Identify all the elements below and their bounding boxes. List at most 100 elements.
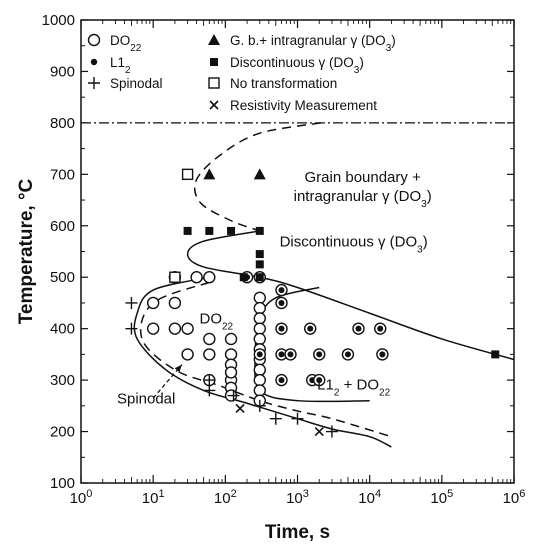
filled-square-point bbox=[239, 273, 248, 282]
circled-dot-point-dot bbox=[379, 351, 386, 358]
x-tick-label: 103 bbox=[286, 488, 309, 507]
legend-marker bbox=[88, 77, 100, 89]
x-tick-label: 101 bbox=[142, 488, 165, 507]
legend-marker bbox=[208, 34, 220, 45]
circled-dot-point bbox=[304, 322, 317, 335]
circled-dot-point-dot bbox=[278, 377, 285, 384]
region-label: DO22 bbox=[200, 311, 234, 333]
circled-dot-point bbox=[284, 348, 297, 361]
cross-point bbox=[235, 403, 245, 413]
open-circle-point bbox=[203, 348, 216, 361]
x-axis-title: Time, s bbox=[265, 522, 330, 543]
circled-dot-point bbox=[275, 322, 288, 335]
circled-dot-point bbox=[313, 373, 326, 387]
plus-point bbox=[325, 425, 338, 438]
plus-point bbox=[125, 296, 138, 309]
circled-dot-point-dot bbox=[344, 351, 351, 358]
legend-label: Spinodal bbox=[110, 76, 163, 91]
open-circle-point bbox=[253, 312, 266, 325]
region-label: Spinodal bbox=[117, 390, 175, 407]
circled-dot-point-dot bbox=[287, 351, 294, 358]
y-tick-label: 600 bbox=[50, 218, 75, 235]
filled-triangle-point bbox=[253, 168, 266, 180]
filled-square-point bbox=[255, 226, 264, 235]
circled-dot-point-dot bbox=[307, 325, 314, 332]
open-circle-point bbox=[146, 296, 160, 310]
y-tick-label: 900 bbox=[50, 63, 75, 80]
region-label: Discontinuous γ (DO3) bbox=[280, 233, 428, 255]
open-circle-point bbox=[253, 373, 266, 387]
plus-point bbox=[203, 374, 216, 387]
circled-dot-point-dot bbox=[278, 325, 285, 332]
y-tick-label: 700 bbox=[50, 166, 75, 183]
filled-square-point bbox=[255, 250, 264, 259]
open-circle-point bbox=[253, 363, 266, 377]
legend-marker bbox=[210, 58, 218, 66]
plus-point bbox=[227, 389, 240, 402]
open-circle-point bbox=[253, 301, 266, 315]
open-circle-point bbox=[168, 322, 182, 335]
open-circle-point bbox=[146, 322, 160, 335]
boundary-curve-dashed bbox=[193, 122, 321, 232]
plus-point bbox=[125, 322, 138, 335]
open-circle-point bbox=[181, 322, 194, 335]
filled-triangle-point bbox=[203, 168, 216, 180]
y-tick-label: 800 bbox=[50, 115, 75, 132]
y-tick-label: 400 bbox=[50, 321, 75, 338]
legend-label: DO22 bbox=[110, 33, 142, 54]
circled-dot-point bbox=[352, 322, 365, 335]
circled-dot-point-dot bbox=[256, 351, 263, 358]
circled-dot-point bbox=[374, 322, 387, 335]
y-tick-label: 100 bbox=[50, 475, 75, 492]
legend-label: L12 bbox=[110, 55, 131, 76]
circled-dot-point bbox=[275, 373, 288, 387]
circled-dot-point-dot bbox=[316, 377, 323, 384]
open-circle-point bbox=[253, 332, 266, 346]
filled-square-point bbox=[255, 260, 264, 269]
filled-square-point bbox=[227, 226, 236, 235]
open-circle-point bbox=[253, 384, 266, 397]
y-tick-label: 1000 bbox=[42, 12, 75, 29]
filled-square-point bbox=[183, 226, 192, 235]
filled-square-point bbox=[255, 273, 264, 282]
x-tick-label: 106 bbox=[503, 488, 526, 507]
open-circle-point bbox=[181, 348, 194, 361]
circled-dot-point-dot bbox=[355, 325, 362, 332]
circled-dot-point-dot bbox=[278, 351, 285, 358]
legend: DO22 G. b.+ intragranular γ (DO3) L12 Disco… bbox=[87, 33, 396, 113]
open-square-point bbox=[181, 168, 194, 181]
axes-frame: 100 200 300 400 500 600 700 800 900 1000 100 101 102… bbox=[42, 12, 526, 507]
plus-point bbox=[269, 412, 282, 425]
plus-point bbox=[291, 412, 304, 425]
x-tick-label: 105 bbox=[430, 488, 453, 507]
axis-and-region-labels: Time, s Temperature, °C Grain boundary + in… bbox=[16, 169, 432, 543]
y-tick-label: 500 bbox=[50, 269, 75, 286]
circled-dot-point bbox=[313, 348, 326, 361]
open-circle-point bbox=[224, 348, 238, 361]
y-tick-label: 200 bbox=[50, 424, 75, 441]
plus-point bbox=[203, 384, 216, 397]
circled-dot-point bbox=[275, 296, 288, 310]
spinodal-arrow-head bbox=[174, 364, 182, 373]
x-tick-label: 102 bbox=[214, 488, 237, 507]
y-axis-title: Temperature, °C bbox=[16, 178, 37, 324]
open-circle-point bbox=[203, 332, 216, 346]
open-square-point bbox=[169, 271, 181, 283]
circled-dot-point bbox=[376, 348, 389, 361]
legend-marker bbox=[209, 100, 219, 110]
legend-marker bbox=[90, 58, 98, 66]
circled-dot-point-dot bbox=[316, 351, 323, 358]
region-label: L12 + DO22 bbox=[317, 376, 390, 398]
circled-dot-point bbox=[275, 283, 288, 297]
data-points bbox=[125, 168, 500, 438]
open-circle-point bbox=[253, 291, 266, 304]
legend-marker bbox=[87, 33, 101, 47]
legend-marker bbox=[208, 77, 220, 89]
open-circle-point bbox=[203, 271, 216, 284]
open-circle-point bbox=[168, 296, 182, 310]
open-circle-point bbox=[224, 332, 238, 346]
circled-dot-point-dot bbox=[278, 287, 285, 294]
open-circle-point bbox=[253, 322, 266, 335]
region-label: Grain boundary + bbox=[305, 169, 422, 186]
